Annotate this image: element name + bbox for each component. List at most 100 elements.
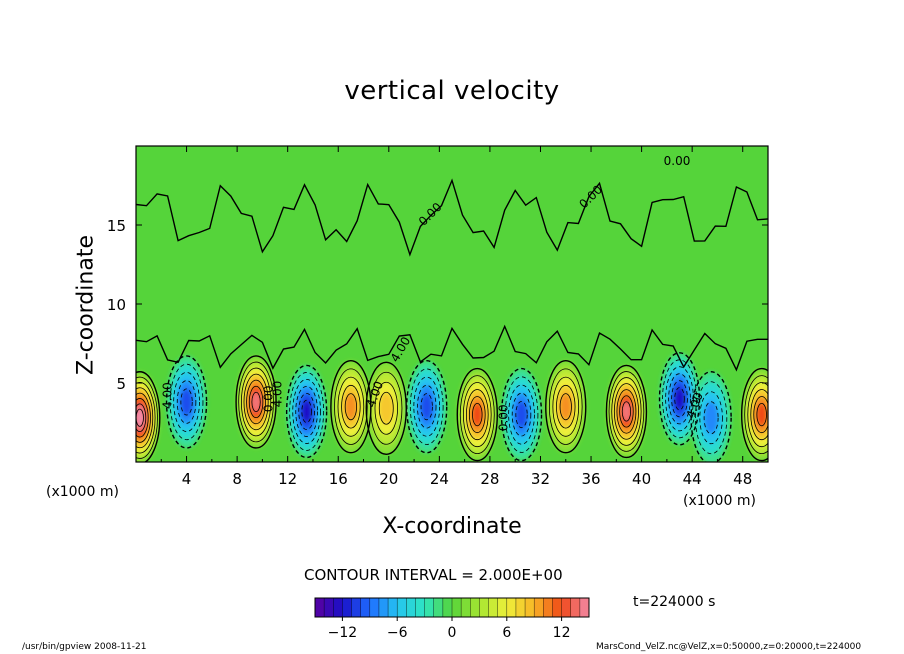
contour-cell-13-level-3 (747, 382, 768, 448)
colorbar-swatch-13 (433, 598, 444, 617)
contour-cell-10-level-7 (621, 401, 632, 422)
colorbar-tick-label-0: −12 (328, 625, 358, 641)
field-cell-8-level-5 (515, 401, 528, 428)
contour-cell-3-level-5 (298, 392, 315, 430)
contour-cell-13-level-2 (744, 375, 768, 454)
contour-cell-0-level-3 (136, 382, 156, 454)
contour-interval-text: CONTOUR INTERVAL = 2.000E+00 (304, 566, 563, 584)
contour-cell-11-level-5 (671, 380, 688, 418)
colorbar-swatch-19 (488, 598, 499, 617)
colorbar-swatch-9 (397, 598, 407, 617)
contour-cell-10-level-1 (605, 364, 648, 459)
colorbar-swatch-21 (506, 598, 517, 617)
contour-cell-13-level-1 (740, 367, 768, 462)
colorbar-swatch-0 (315, 598, 325, 617)
x-unit-label-right: (x1000 m) (683, 493, 756, 509)
colorbar-swatch-3 (342, 598, 352, 617)
x-axis-label: X-coordinate (382, 514, 522, 539)
colorbar-swatch-24 (534, 598, 544, 617)
colorbar-swatch-6 (369, 598, 380, 617)
contour-cell-12-level-3 (699, 391, 723, 445)
field-cell-7-level-6 (472, 403, 483, 426)
x-tick-label-24: 24 (430, 470, 449, 488)
contour-cell-2-level-4 (243, 373, 269, 431)
y-tick-label-10: 10 (107, 296, 126, 314)
contour-cell-9-level-1 (545, 360, 587, 454)
x-tick-label-16: 16 (329, 470, 348, 488)
contour-cell-3-level-4 (295, 385, 318, 437)
y-tick-label-15: 15 (107, 217, 126, 235)
colorbar-swatch-5 (360, 598, 371, 617)
field-cell-1-level-5 (180, 388, 193, 416)
plot-area (136, 146, 768, 462)
colorbar-swatch-29 (579, 598, 590, 617)
x-tick-label-20: 20 (379, 470, 398, 488)
contour-cell-4-level-5 (344, 393, 357, 421)
contour-cell-8-level-2 (504, 376, 539, 453)
colorbar-swatch-22 (515, 598, 526, 617)
contour-cell-2-level-7 (251, 391, 261, 413)
contour-cell-6-level-3 (413, 376, 441, 437)
contour-cell-2-level-2 (238, 361, 274, 443)
colorbar-swatch-7 (378, 598, 389, 617)
contour-cell-0-level-7 (136, 403, 147, 433)
contour-cell-2-level-5 (246, 379, 266, 425)
colorbar-swatch-27 (561, 598, 572, 617)
x-tick-label-8: 8 (232, 470, 242, 488)
contour-cell-6-level-1 (406, 360, 448, 454)
contour-cell-3-level-3 (292, 378, 321, 444)
contour-cell-2-level-1 (235, 355, 277, 449)
zero-contour-upper (136, 178, 768, 257)
colorbar-swatch-25 (543, 598, 553, 617)
colorbar-swatch-4 (351, 598, 362, 617)
contour-cell-1-level-2 (169, 363, 204, 441)
contour-cell-13-level-5 (753, 396, 768, 434)
colorbar-swatch-26 (552, 598, 562, 617)
contour-label-1: 0.00 (262, 385, 276, 412)
contour-cell-3-level-1 (285, 364, 328, 459)
colorbar-swatch-1 (324, 598, 334, 617)
chart-title: vertical velocity (344, 76, 560, 106)
x-tick-label-44: 44 (683, 470, 702, 488)
colorbar: −12 −6 0 6 12 (314, 597, 590, 641)
contour-lines (136, 178, 768, 462)
colorbar-swatch-17 (470, 598, 480, 617)
contour-cell-1-level-1 (165, 355, 208, 449)
field-cell-5-level-4 (379, 392, 394, 425)
contour-label-6: 0.00 (664, 154, 691, 168)
contour-label-3: 4.00 (270, 381, 284, 408)
x-tick-label-32: 32 (531, 470, 550, 488)
colorbar-tick-label-3: 6 (502, 625, 511, 641)
contour-cell-9-level-3 (552, 376, 580, 437)
contour-cell-4-level-2 (334, 368, 368, 445)
contour-cell-8-level-1 (500, 367, 543, 462)
field-cell-12-level-4 (704, 401, 719, 434)
contour-cell-5-level-4 (378, 391, 394, 425)
footer-file-info: MarsCond_VelZ.nc@VelZ,x=0:50000,z=0:2000… (596, 642, 862, 652)
field-cell-13-level-6 (756, 403, 767, 426)
x-tick-label-4: 4 (182, 470, 192, 488)
field-cell-4-level-5 (345, 393, 357, 420)
contour-cell-0-level-2 (136, 376, 158, 459)
contour-cell-1-level-4 (176, 380, 197, 424)
x-tick-label-48: 48 (733, 470, 752, 488)
colorbar-swatch-18 (479, 598, 489, 617)
field-cell-9-level-5 (560, 393, 572, 420)
x-tick-label-12: 12 (278, 470, 297, 488)
contour-cell-1-level-5 (180, 388, 193, 416)
contour-cell-10-level-5 (616, 389, 637, 434)
contour-cell-10-level-3 (611, 377, 642, 446)
contour-cell-8-level-3 (508, 384, 535, 445)
y-tick-label-5: 5 (116, 375, 126, 393)
contour-cell-10-level-4 (613, 383, 639, 440)
field-cell-6-level-5 (421, 393, 433, 420)
contour-cell-6-level-4 (417, 384, 437, 429)
contour-cell-9-level-4 (556, 384, 576, 429)
contour-cell-6-level-5 (420, 393, 433, 421)
y-axis-label: Z-coordinate (73, 235, 99, 375)
contour-cell-0-level-4 (136, 387, 154, 449)
contour-cell-4-level-3 (337, 376, 365, 437)
contour-cell-11-level-4 (668, 373, 691, 425)
contour-cell-10-level-6 (619, 395, 634, 428)
